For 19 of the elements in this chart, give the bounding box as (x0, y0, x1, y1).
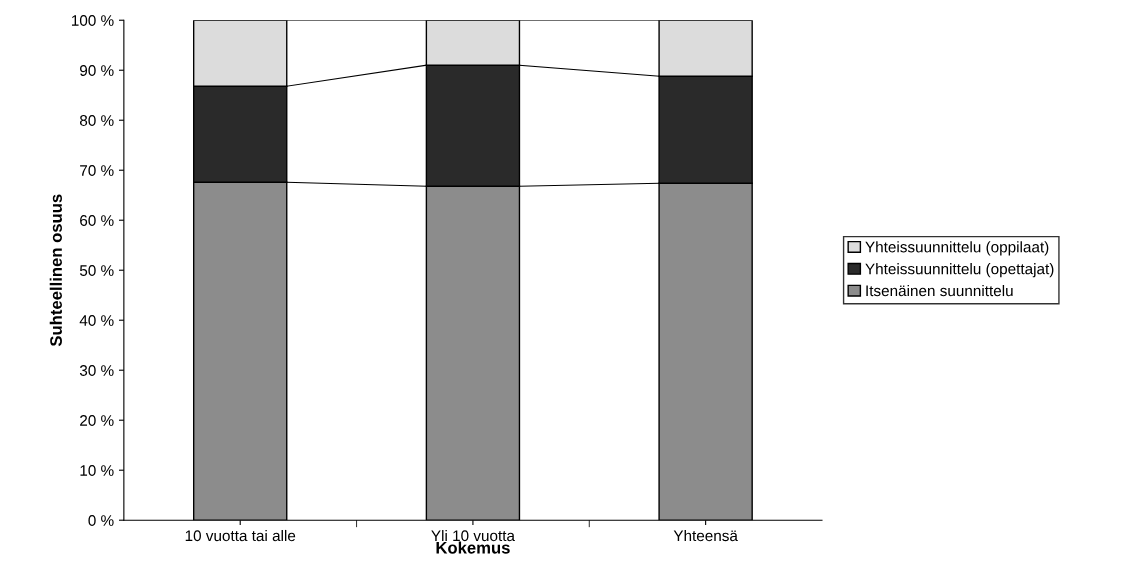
y-tick-label: 70 % (80, 165, 114, 176)
x-tick-label: Yli 10 vuotta (431, 529, 515, 542)
y-tick-label: 50 % (79, 265, 114, 276)
y-tick-label: 60 % (80, 215, 114, 226)
x-tick-label: Yhteensä (673, 529, 738, 542)
y-tick-label: 80 % (79, 115, 114, 126)
x-axis-title: Kokemus (436, 541, 510, 554)
y-tick-label: 100 % (71, 15, 114, 26)
y-tick-label: 20 % (80, 415, 114, 426)
y-tick-label: 10 % (80, 465, 114, 476)
y-tick-label: 0 % (88, 515, 114, 526)
y-tick-label: 30 % (79, 365, 114, 376)
y-axis-title: Suhteellinen osuus (49, 194, 62, 347)
y-tick-label: 90 % (80, 65, 114, 76)
legend-label: Yhteissuunnittelu (oppilaat) (865, 241, 1049, 256)
legend-label: Itsenäinen suunnittelu (866, 284, 1013, 297)
y-tick-label: 40 % (79, 315, 114, 326)
x-tick-label: 10 vuotta tai alle (185, 529, 296, 542)
legend-label: Yhteissuunnittelu (opettajat) (865, 263, 1054, 278)
